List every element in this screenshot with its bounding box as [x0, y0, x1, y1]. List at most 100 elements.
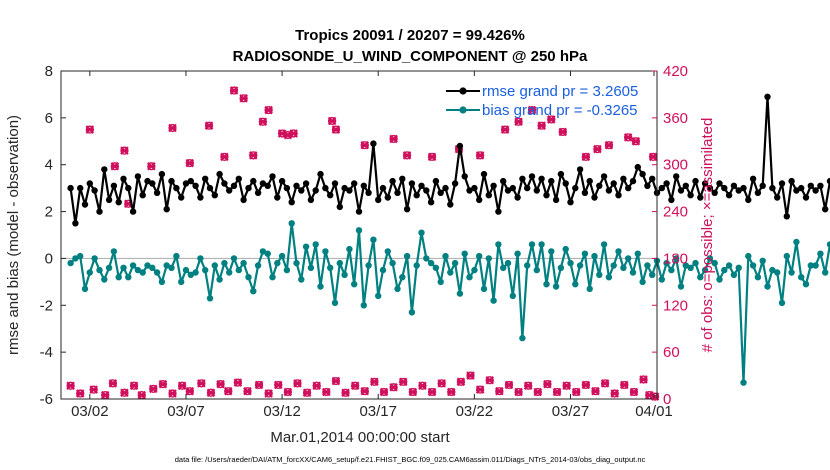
- obs-assimilated-marker: [108, 379, 118, 388]
- rmse-point: [91, 187, 98, 194]
- rmse-point: [355, 208, 363, 215]
- legend-bias-marker: [459, 106, 467, 114]
- rmse-point: [658, 184, 665, 192]
- rmse-point: [807, 182, 814, 189]
- rmse-point: [259, 180, 267, 187]
- rmse-point: [754, 189, 762, 196]
- rmse-point: [629, 177, 637, 185]
- y-right-tick-label: 60: [663, 344, 680, 361]
- bias-point: [663, 259, 670, 267]
- bias-point: [600, 241, 608, 248]
- bias-point: [432, 264, 440, 271]
- bias-point: [701, 266, 709, 274]
- y-left-tick-label: 6: [45, 110, 53, 127]
- obs-assimilated-marker: [185, 386, 195, 396]
- rmse-point: [96, 208, 103, 215]
- bias-point: [461, 250, 468, 257]
- rmse-point: [677, 187, 685, 194]
- bias-point: [168, 264, 175, 271]
- bias-point: [274, 259, 281, 267]
- rmse-point: [158, 170, 166, 178]
- obs-assimilated-marker: [327, 116, 337, 126]
- obs-assimilated-marker: [485, 375, 495, 385]
- rmse-point: [331, 180, 339, 187]
- bias-point: [524, 262, 531, 269]
- rmse-point: [230, 182, 238, 189]
- y-left-tick-label: 0: [45, 250, 53, 267]
- right-y-axis: 0 60 120 180 240 300 360 420: [652, 63, 688, 408]
- bias-point: [538, 241, 545, 248]
- y-right-tick-label: 420: [663, 63, 688, 80]
- rmse-point: [759, 182, 766, 189]
- obs-assimilated-marker: [283, 387, 293, 397]
- obs-assimilated-marker: [89, 385, 98, 394]
- bias-point: [399, 274, 406, 281]
- obs-assimilated-marker: [177, 381, 187, 391]
- obs-assimilated-marker: [331, 125, 341, 134]
- obs-assimilated-marker: [571, 387, 581, 397]
- obs-assimilated-marker: [591, 386, 600, 396]
- x-tick-label: 03/22: [456, 403, 494, 420]
- rmse-point: [240, 196, 247, 204]
- obs-assimilated-marker: [447, 387, 456, 397]
- y-right-tick-label: 300: [663, 157, 688, 174]
- bias-point: [221, 259, 228, 267]
- bias-point: [105, 264, 113, 271]
- bias-point: [346, 245, 353, 253]
- bias-point: [110, 248, 118, 255]
- rmse-point: [389, 177, 396, 185]
- bias-point: [370, 236, 377, 243]
- rmse-point: [706, 184, 714, 192]
- bias-point: [466, 274, 473, 281]
- obs-assimilated-marker: [552, 387, 562, 397]
- rmse-point: [351, 180, 358, 187]
- obs-assimilated-marker: [623, 133, 633, 142]
- bias-point: [67, 259, 74, 267]
- rmse-point: [182, 180, 190, 187]
- bias-point: [629, 269, 637, 276]
- bias-point: [187, 271, 194, 278]
- bias-point: [259, 248, 267, 255]
- rmse-point: [370, 140, 377, 147]
- bias-point: [735, 264, 742, 271]
- bias-point: [706, 255, 714, 262]
- rmse-point: [725, 192, 733, 199]
- bias-point: [634, 250, 641, 257]
- obs-assimilated-marker: [197, 379, 206, 388]
- rmse-point: [745, 196, 752, 204]
- y-left-tick-label: 8: [45, 63, 53, 80]
- rmse-point: [625, 184, 632, 192]
- rmse-point: [384, 194, 391, 201]
- bias-point: [389, 259, 396, 267]
- bias-point: [500, 264, 507, 271]
- obs-assimilated-marker: [302, 388, 312, 398]
- bias-point: [625, 255, 632, 262]
- bias-point: [312, 241, 319, 248]
- bias-point: [740, 379, 747, 386]
- rmse-point: [437, 189, 444, 196]
- rmse-point: [586, 177, 593, 185]
- obs-assimilated-marker: [620, 380, 629, 390]
- bias-series: [67, 220, 830, 386]
- bias-point: [254, 262, 262, 269]
- bias-point: [288, 220, 295, 227]
- obs-assimilated-marker: [204, 121, 214, 130]
- bias-point: [442, 252, 449, 260]
- obs-assimilated-marker: [243, 386, 252, 396]
- rmse-point: [250, 177, 257, 185]
- x-axis-label: Mar.01,2014 00:00:00 start: [270, 429, 450, 446]
- bias-point: [826, 241, 830, 248]
- rmse-point: [375, 196, 382, 204]
- rmse-point: [749, 175, 757, 182]
- obs-assimilated-marker: [427, 152, 437, 162]
- bias-point: [668, 266, 675, 274]
- bias-point: [610, 262, 617, 269]
- obs-assimilated-marker: [233, 378, 243, 387]
- rmse-point: [264, 182, 271, 189]
- obs-count-markers: [66, 86, 660, 401]
- rmse-point: [673, 173, 680, 180]
- rmse-point: [802, 194, 810, 201]
- obs-assimilated-marker: [248, 151, 258, 160]
- legend-rmse-marker: [459, 87, 467, 95]
- rmse-point: [346, 187, 353, 194]
